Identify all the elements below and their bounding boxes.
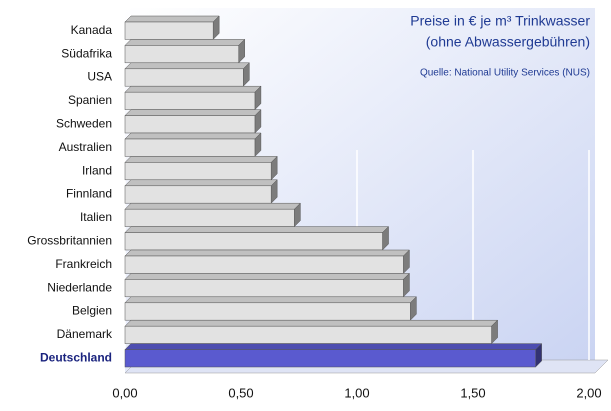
x-tick-label: 0,00	[112, 385, 137, 400]
bar	[124, 208, 295, 227]
bar-top	[124, 132, 262, 140]
bar	[124, 302, 411, 321]
bar-top	[124, 85, 262, 93]
bar-top	[124, 15, 220, 23]
bar	[124, 115, 256, 134]
bar	[124, 232, 383, 251]
y-tick-label: Spanien	[68, 93, 112, 107]
bar	[124, 162, 272, 181]
bar-top	[124, 319, 499, 327]
bar	[124, 138, 256, 157]
bar	[124, 279, 404, 298]
y-tick-label: Belgien	[72, 304, 112, 318]
y-tick-label: Deutschland	[40, 350, 112, 364]
bar-top	[124, 296, 417, 304]
bar-top	[124, 202, 301, 210]
y-tick-label: Australien	[59, 140, 112, 154]
x-tick-label: 1,00	[344, 385, 369, 400]
y-tick-label: USA	[87, 70, 112, 84]
bar	[124, 45, 239, 64]
x-tick-label: 0,50	[228, 385, 253, 400]
y-tick-label: Grossbritannien	[27, 233, 112, 247]
bar-top	[124, 179, 278, 187]
bar	[124, 325, 492, 344]
bar-top	[124, 62, 250, 70]
bar-top	[124, 249, 411, 257]
bar-top	[124, 39, 246, 46]
y-tick-label: Finnland	[66, 187, 112, 201]
bar	[124, 349, 536, 368]
x-tick-label: 1,50	[460, 385, 485, 400]
bar	[124, 91, 256, 110]
bar	[124, 255, 404, 274]
bar-top	[124, 226, 390, 233]
chart-title: Preise in € je m³ Trinkwasser	[410, 13, 590, 29]
y-tick-label: Südafrika	[61, 46, 112, 60]
y-tick-label: Schweden	[56, 116, 112, 130]
y-tick-label: Dänemark	[57, 327, 113, 341]
bar-top	[124, 156, 278, 163]
bar-top	[124, 273, 411, 280]
x-tick-label: 2,00	[576, 385, 601, 400]
bar	[124, 21, 214, 40]
y-tick-label: Italien	[80, 210, 112, 224]
bar	[124, 185, 272, 204]
y-tick-label: Niederlande	[47, 280, 112, 294]
y-tick-label: Frankreich	[55, 257, 112, 271]
y-tick-label: Irland	[82, 163, 112, 177]
bar	[124, 68, 244, 87]
bar-top	[124, 109, 262, 116]
chart-subtitle: (ohne Abwassergebühren)	[426, 34, 590, 50]
bar-top	[124, 343, 543, 350]
source: Quelle: National Utility Services (NUS)	[420, 68, 590, 79]
y-tick-label: Kanada	[71, 23, 113, 37]
